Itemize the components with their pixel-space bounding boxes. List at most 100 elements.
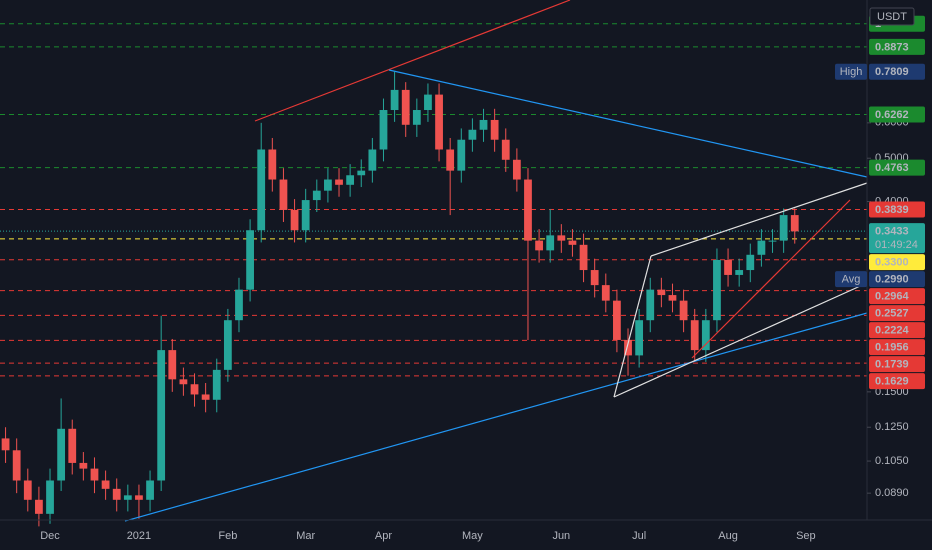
marker-tag: Avg xyxy=(842,274,861,286)
trendline xyxy=(613,255,652,398)
candle-body xyxy=(668,295,677,301)
candle-body xyxy=(12,450,21,481)
trendline xyxy=(613,282,868,398)
candle-body xyxy=(101,480,110,489)
candle-body xyxy=(479,119,488,130)
candle-body xyxy=(568,240,577,245)
candle-body xyxy=(312,190,321,201)
candle-body xyxy=(601,285,610,301)
candle-body xyxy=(168,350,177,380)
x-tick-label: Aug xyxy=(718,530,738,542)
candle-body xyxy=(223,320,232,370)
candle-body xyxy=(335,179,343,185)
candle-body xyxy=(768,240,777,242)
candle-body xyxy=(401,89,410,125)
price-label-box xyxy=(869,254,925,271)
candle-body xyxy=(657,289,666,296)
price-label-box xyxy=(869,288,925,305)
marker-tag-box xyxy=(835,63,867,80)
candle-body xyxy=(235,289,243,321)
candle-body xyxy=(713,259,721,321)
price-label-text: 0.1629 xyxy=(875,376,909,388)
candle-body xyxy=(457,139,466,171)
x-tick-label: 2021 xyxy=(127,530,151,542)
currency-box xyxy=(869,7,915,26)
price-label-text: 0.3300 xyxy=(875,257,909,269)
candle-body xyxy=(357,170,366,176)
price-label: 0.1629 xyxy=(869,373,925,390)
price-label-text: 0.1956 xyxy=(875,342,909,354)
candle-body xyxy=(757,240,766,255)
candle-body xyxy=(579,244,588,271)
price-label-box xyxy=(869,38,925,55)
price-label-text: 0.1739 xyxy=(875,359,909,371)
candle-body xyxy=(412,110,421,125)
candle-body xyxy=(257,149,266,231)
price-labels: 10.88730.7809High0.62620.47630.38390.343… xyxy=(835,15,925,390)
candle-body xyxy=(613,300,621,340)
candle-body xyxy=(179,379,188,385)
candle-body xyxy=(735,270,744,275)
candle-body xyxy=(324,179,332,191)
price-label-box xyxy=(869,106,925,123)
price-label-box xyxy=(869,223,925,254)
price-label: 0.8873 xyxy=(869,38,925,55)
price-label-text: 0.2224 xyxy=(875,325,910,337)
candle-body xyxy=(379,110,388,150)
marker-tag: High xyxy=(840,66,863,78)
candle-body xyxy=(690,320,699,351)
candle-body xyxy=(546,235,555,251)
price-label: 0.3300 xyxy=(869,254,925,271)
candle-body xyxy=(679,300,688,321)
y-tick-label: 0.6000 xyxy=(875,117,909,129)
price-label-box xyxy=(869,271,925,288)
price-label: 0.4763 xyxy=(869,159,925,176)
price-label-box xyxy=(869,201,925,218)
candle-body xyxy=(246,230,254,290)
marker-tag-box xyxy=(835,271,867,288)
candle-body xyxy=(624,339,632,356)
candle-body xyxy=(146,480,154,500)
price-label-box xyxy=(869,159,925,176)
price-label-box xyxy=(869,339,925,356)
candle-body xyxy=(46,480,54,514)
currency: USDT xyxy=(877,11,907,23)
price-label-text: 0.2964 xyxy=(875,291,910,303)
candle-body xyxy=(535,240,543,251)
candle-body xyxy=(123,495,132,500)
countdown: 01:49:24 xyxy=(875,239,918,251)
candle-body xyxy=(290,209,299,231)
candle-body xyxy=(490,119,499,140)
trendline xyxy=(388,69,868,178)
candle-body xyxy=(501,139,510,160)
trendline xyxy=(254,0,571,122)
candle-body xyxy=(468,129,477,140)
candle-body xyxy=(23,480,32,500)
price-label-text: 0.4763 xyxy=(875,162,909,174)
candle-body xyxy=(512,159,521,180)
y-tick-label: 0.1250 xyxy=(875,421,909,433)
price-label-text: 0.8873 xyxy=(875,41,909,53)
candle-body xyxy=(201,394,210,400)
price-label: 0.7809 High xyxy=(835,63,925,80)
price-label-box xyxy=(869,63,925,80)
candle-body xyxy=(301,200,310,231)
candle-body xyxy=(646,289,655,321)
axes: 0.08900.10500.12500.15000.40000.50000.60… xyxy=(40,117,908,542)
candle-body xyxy=(701,320,710,351)
candle-body xyxy=(635,320,644,356)
y-tick-label: 0.0890 xyxy=(875,487,909,499)
candle-body xyxy=(157,350,166,481)
candle-body xyxy=(368,149,377,171)
trendline xyxy=(650,182,868,257)
trendline xyxy=(691,199,851,359)
price-label: 0.3839 xyxy=(869,201,925,218)
y-tick-label: 0.1050 xyxy=(875,455,909,467)
candle-body xyxy=(446,149,455,171)
price-label: 0.1739 xyxy=(869,356,925,373)
candle-body xyxy=(212,369,221,400)
